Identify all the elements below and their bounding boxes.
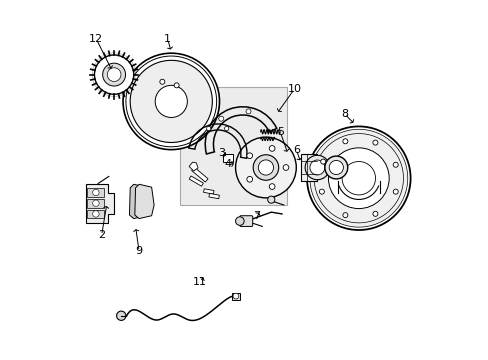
Bar (87, 210, 104, 218)
Circle shape (130, 60, 212, 143)
Circle shape (283, 165, 288, 170)
Circle shape (233, 293, 238, 299)
Circle shape (235, 137, 296, 198)
Circle shape (102, 63, 125, 86)
Polygon shape (129, 184, 148, 219)
Circle shape (123, 53, 219, 150)
Circle shape (328, 161, 343, 175)
Circle shape (246, 153, 252, 158)
Bar (87, 188, 104, 197)
Circle shape (324, 156, 347, 179)
Circle shape (372, 211, 377, 216)
Bar (300, 154, 316, 181)
Text: 5: 5 (276, 127, 283, 137)
Circle shape (94, 55, 134, 94)
Text: 9: 9 (135, 247, 142, 256)
Circle shape (309, 160, 324, 175)
Circle shape (342, 213, 347, 218)
Circle shape (246, 176, 252, 182)
Polygon shape (203, 189, 214, 194)
Circle shape (93, 189, 99, 196)
Circle shape (93, 211, 99, 217)
Text: 4: 4 (224, 159, 231, 169)
Polygon shape (191, 167, 207, 182)
Circle shape (269, 145, 274, 151)
Text: 2: 2 (98, 230, 105, 240)
Text: 12: 12 (89, 34, 103, 44)
Circle shape (392, 162, 397, 167)
Circle shape (342, 139, 347, 144)
Text: 10: 10 (287, 84, 301, 94)
Bar (231, 293, 240, 300)
Circle shape (392, 189, 397, 194)
Circle shape (319, 189, 324, 194)
Circle shape (267, 196, 274, 203)
Polygon shape (85, 184, 114, 223)
Circle shape (235, 217, 244, 225)
Text: 1: 1 (164, 34, 171, 44)
Circle shape (174, 83, 179, 88)
Circle shape (309, 129, 407, 227)
Circle shape (206, 126, 210, 131)
Circle shape (305, 155, 329, 180)
Circle shape (155, 85, 187, 117)
Polygon shape (208, 193, 219, 199)
Circle shape (328, 148, 388, 208)
Circle shape (107, 68, 121, 81)
Circle shape (245, 109, 250, 114)
Circle shape (93, 200, 99, 206)
Circle shape (372, 140, 377, 145)
Circle shape (218, 116, 224, 121)
Circle shape (258, 160, 273, 175)
Text: 11: 11 (192, 277, 206, 287)
Circle shape (224, 126, 228, 131)
Circle shape (342, 162, 375, 195)
Text: 6: 6 (292, 145, 299, 155)
Circle shape (160, 79, 164, 84)
Text: 7: 7 (253, 211, 260, 221)
Circle shape (269, 184, 274, 189)
Text: 3: 3 (217, 148, 224, 158)
Circle shape (320, 159, 325, 164)
FancyBboxPatch shape (240, 216, 252, 226)
Circle shape (253, 155, 278, 180)
Polygon shape (189, 176, 203, 186)
Polygon shape (180, 87, 287, 205)
Bar (223, 154, 233, 162)
Bar (87, 199, 104, 207)
Polygon shape (189, 162, 198, 171)
Polygon shape (135, 184, 154, 219)
Circle shape (116, 311, 125, 320)
Circle shape (306, 126, 410, 230)
Text: 8: 8 (340, 109, 347, 119)
